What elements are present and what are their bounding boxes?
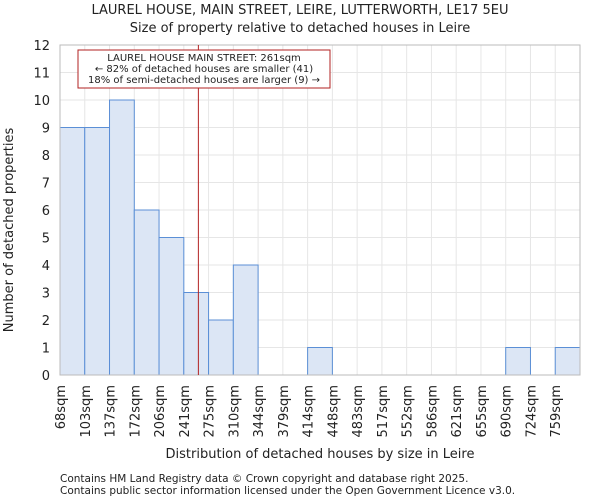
bar xyxy=(505,347,531,376)
x-tick-label: 68sqm xyxy=(54,385,69,429)
x-tick-label: 344sqm xyxy=(252,385,267,438)
x-tick-label: 448sqm xyxy=(326,385,341,438)
bars xyxy=(59,99,581,376)
x-axis-label: Distribution of detached houses by size … xyxy=(166,447,475,462)
y-tick-label: 9 xyxy=(42,122,50,137)
annotation-line3: 18% of semi-detached houses are larger (… xyxy=(88,75,320,86)
y-tick-label: 12 xyxy=(33,39,50,54)
chart-title-line2: Size of property relative to detached ho… xyxy=(130,21,470,36)
bar xyxy=(183,292,210,376)
y-tick-label: 8 xyxy=(42,149,50,164)
bar xyxy=(133,209,160,376)
x-tick-label: 414sqm xyxy=(302,385,317,438)
y-tick-label: 5 xyxy=(42,232,50,247)
bar xyxy=(208,319,234,376)
annotation-line1: LAUREL HOUSE MAIN STREET: 261sqm xyxy=(107,53,301,64)
annotation-box: LAUREL HOUSE MAIN STREET: 261sqm ← 82% o… xyxy=(77,49,331,89)
footer-line1: Contains HM Land Registry data © Crown c… xyxy=(60,473,468,485)
x-tick-label: 206sqm xyxy=(153,385,168,438)
y-tick-label: 2 xyxy=(42,314,50,329)
bar xyxy=(84,127,111,376)
y-tick-label: 7 xyxy=(42,177,50,192)
x-tick-label: 103sqm xyxy=(79,385,94,438)
y-tick-label: 10 xyxy=(33,94,50,109)
x-tick-label: 690sqm xyxy=(500,385,515,438)
x-tick-label: 172sqm xyxy=(128,385,143,438)
bar xyxy=(554,347,581,376)
x-tick-labels: 68sqm 103sqm 137sqm 172sqm 206sqm 241sqm 275sq… xyxy=(54,385,564,438)
bar xyxy=(158,237,185,376)
y-axis-label: Number of detached properties xyxy=(2,128,17,333)
bar xyxy=(307,347,333,376)
x-tick-label: 759sqm xyxy=(549,385,564,438)
x-tick-label: 275sqm xyxy=(203,385,218,438)
x-tick-label: 483sqm xyxy=(351,385,366,438)
x-tick-label: 655sqm xyxy=(475,385,490,438)
x-tick-label: 137sqm xyxy=(104,385,119,438)
x-tick-label: 517sqm xyxy=(376,385,391,438)
x-tick-label: 586sqm xyxy=(425,385,440,438)
x-tick-label: 724sqm xyxy=(524,385,539,438)
annotation-frame xyxy=(77,49,331,89)
chart-title-line1: LAUREL HOUSE, MAIN STREET, LEIRE, LUTTER… xyxy=(91,3,508,18)
y-tick-label: 4 xyxy=(42,259,50,274)
x-tick-label: 310sqm xyxy=(227,385,242,438)
annotation-line2: ← 82% of detached houses are smaller (41… xyxy=(95,64,313,75)
plot-frame xyxy=(59,44,581,376)
bar xyxy=(109,99,135,376)
y-tick-label: 3 xyxy=(42,287,50,302)
y-tick-label: 1 xyxy=(42,342,50,357)
footer-line2: Contains public sector information licen… xyxy=(60,485,515,497)
x-tick-label: 621sqm xyxy=(450,385,465,438)
x-tick-label: 379sqm xyxy=(277,385,292,438)
y-tick-label: 11 xyxy=(33,67,50,82)
bar xyxy=(59,127,86,376)
y-tick-label: 6 xyxy=(42,204,50,219)
x-tick-label: 552sqm xyxy=(401,385,416,438)
y-tick-label: 0 xyxy=(42,369,50,384)
bar xyxy=(232,264,259,376)
x-tick-label: 241sqm xyxy=(178,385,193,438)
